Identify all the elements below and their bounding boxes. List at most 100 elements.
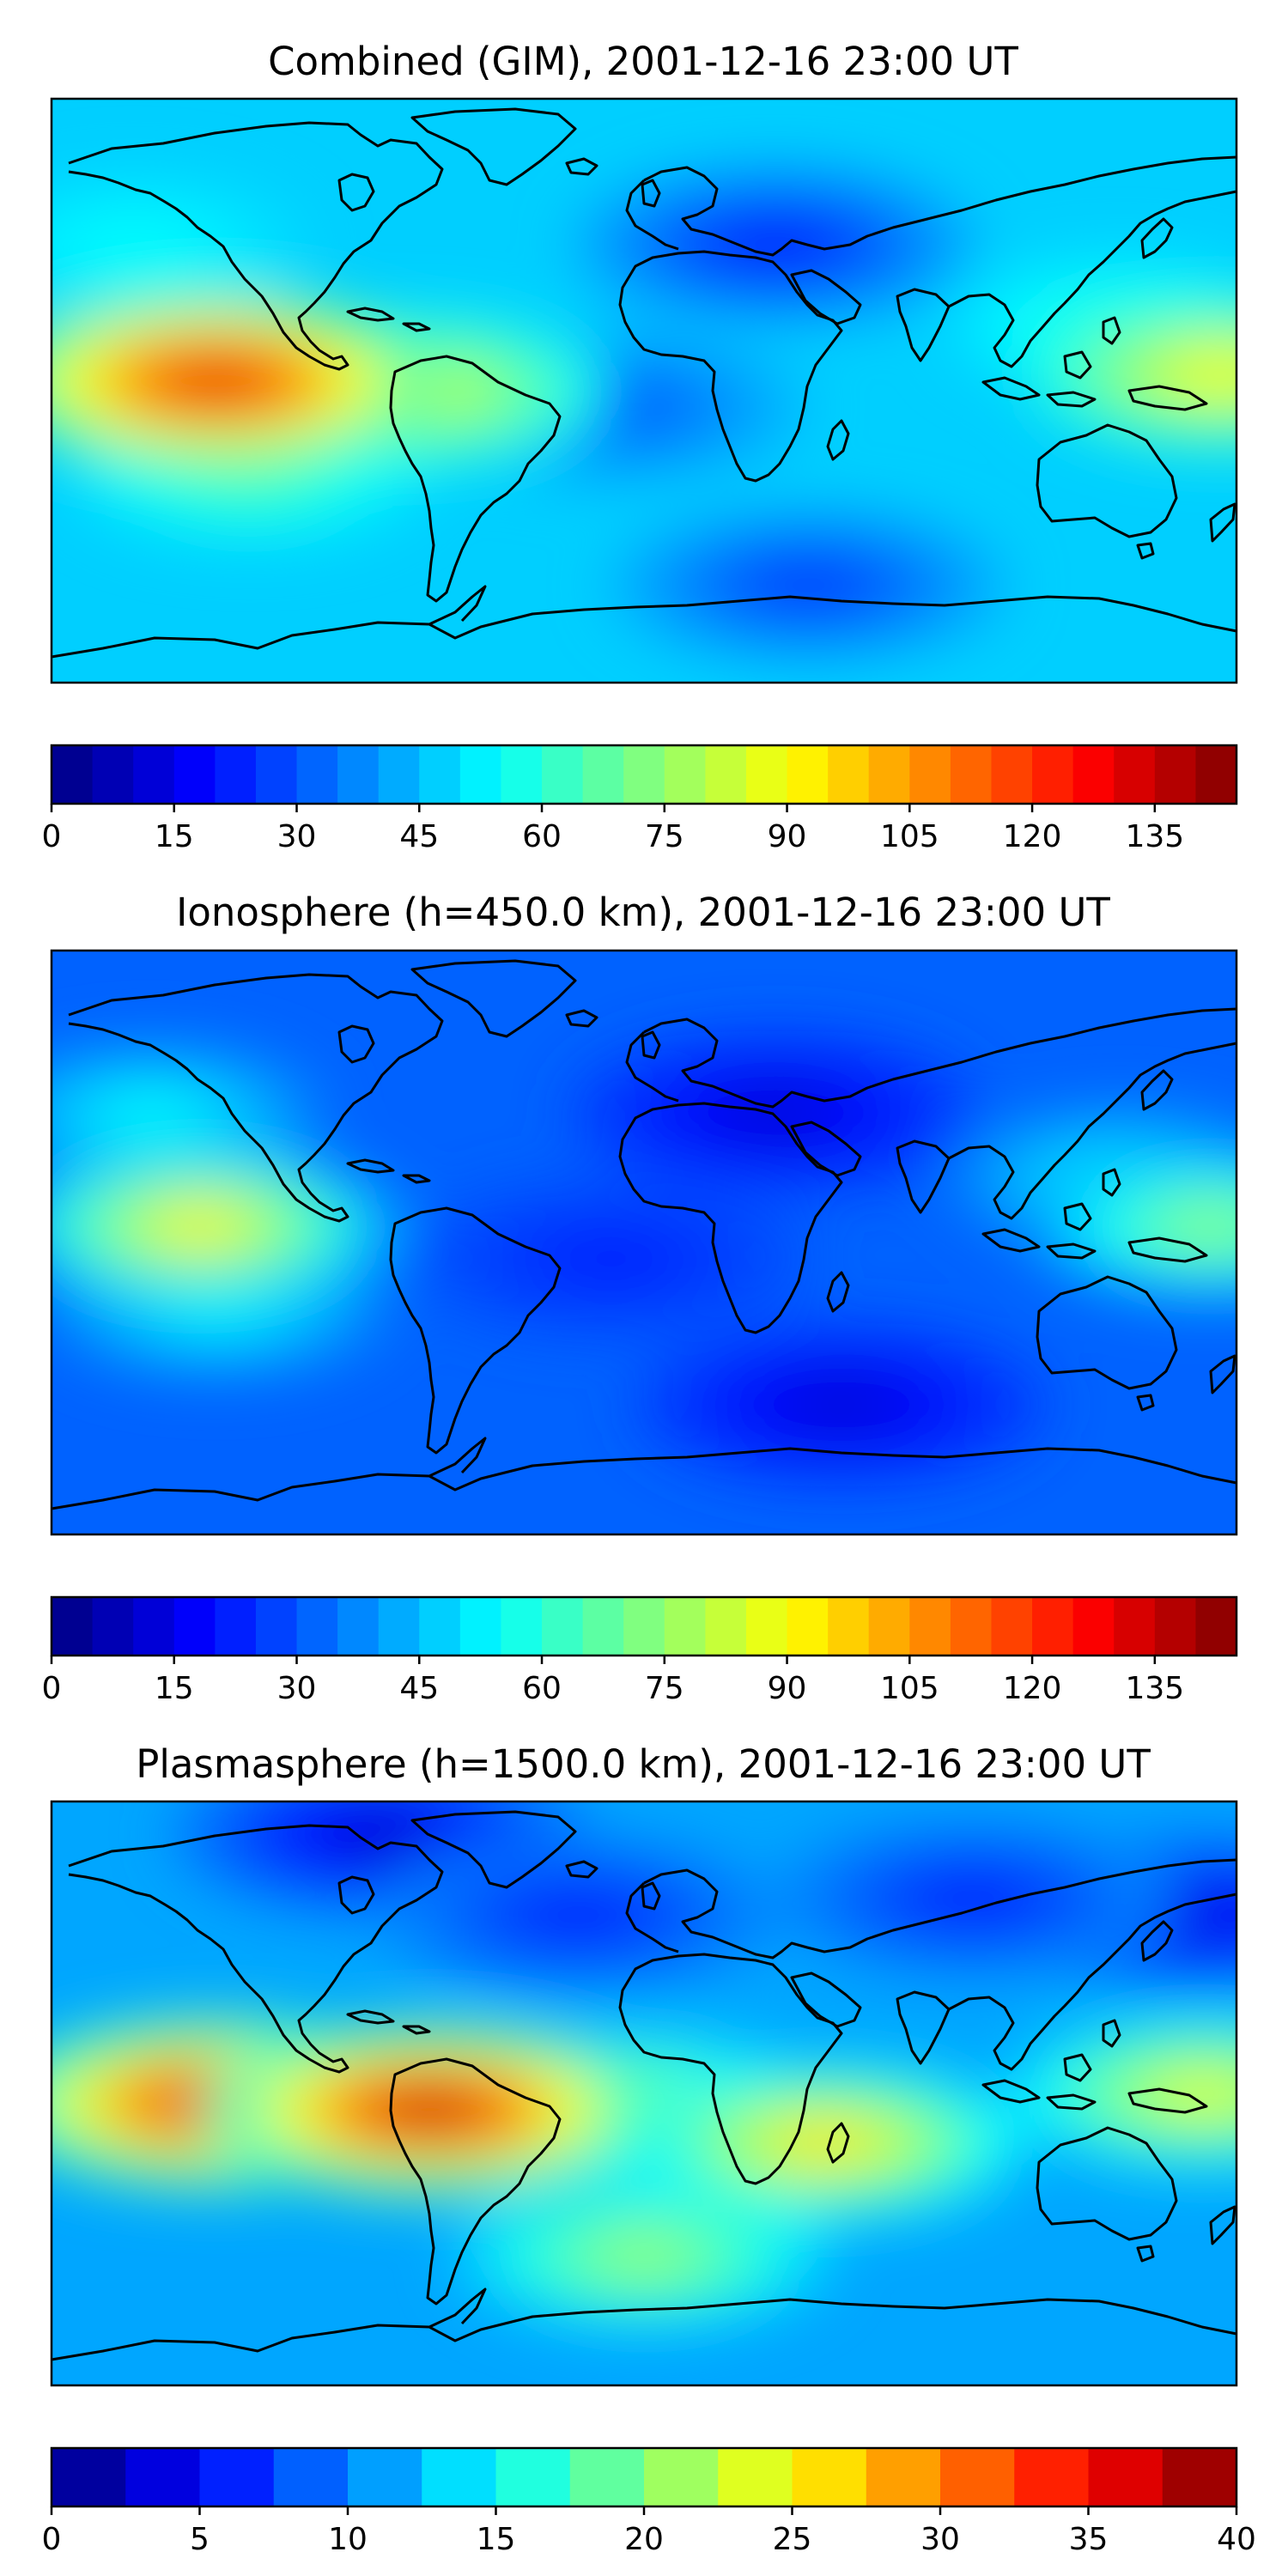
tec-field-ionosphere	[52, 951, 1236, 1534]
colorbar-tick-label: 45	[399, 819, 439, 854]
colorbar-tick-label: 25	[773, 2522, 812, 2557]
panel-plasmasphere: Plasmasphere (h=1500.0 km), 2001-12-16 2…	[42, 1741, 1256, 2557]
panel-ionosphere: Ionosphere (h=450.0 km), 2001-12-16 23:0…	[42, 890, 1238, 1706]
colorbar-segment	[582, 745, 624, 804]
colorbar-segment	[940, 2448, 1015, 2506]
colorbar-segment	[664, 1597, 706, 1656]
colorbar-frame	[50, 744, 1238, 805]
colorbar-segment	[215, 1597, 257, 1656]
colorbar-segment	[582, 1597, 624, 1656]
panel-combined: Combined (GIM), 2001-12-16 23:00 UT 0 15 3…	[42, 39, 1238, 854]
colorbar-segment	[705, 1597, 747, 1656]
colorbar-segment	[296, 1597, 338, 1656]
colorbar-tick-label: 60	[522, 819, 562, 854]
colorbar-tick-label: 90	[768, 819, 807, 854]
colorbar-segment	[1032, 1597, 1074, 1656]
colorbar-frame	[50, 1595, 1238, 1657]
colorbar-segment	[133, 1597, 175, 1656]
colorbar-tick-label: 15	[155, 819, 194, 854]
colorbar-segment	[501, 1597, 543, 1656]
colorbar-segment	[52, 2448, 126, 2506]
colorbar-segment	[125, 2448, 200, 2506]
colorbar-segment	[459, 1597, 501, 1656]
colorbar-segment	[422, 2448, 496, 2506]
colorbar-segment	[92, 1597, 134, 1656]
field-contour-pacific-equatorial-max	[157, 358, 275, 404]
colorbar-segment	[348, 2448, 422, 2506]
colorbar-segment	[337, 745, 380, 804]
colorbar-segment	[199, 2448, 275, 2506]
field-contour-atlantic-low	[559, 1238, 663, 1279]
colorbar-segment	[378, 745, 420, 804]
colorbar-segment	[950, 1597, 992, 1656]
colorbar-combined: 0 15 30 45 60 75 90 105 120 135	[42, 744, 1238, 854]
field-contour-siberia-low	[920, 1878, 1025, 1919]
colorbar-segment	[337, 1597, 380, 1656]
colorbar-segment	[664, 745, 706, 804]
colorbar-segment	[569, 2448, 645, 2506]
panel-title-ionosphere: Ionosphere (h=450.0 km), 2001-12-16 23:0…	[176, 890, 1110, 935]
colorbar-tick-label: 135	[1125, 819, 1184, 854]
field-contour-northern-hemisphere-low	[723, 224, 829, 265]
colorbar-segment	[1014, 2448, 1089, 2506]
colorbar-tick-label: 30	[277, 819, 317, 854]
colorbar-segment	[909, 745, 951, 804]
colorbar-segment	[868, 745, 910, 804]
colorbar-segment	[419, 1597, 461, 1656]
colorbar-segment	[644, 2448, 719, 2506]
colorbar-ionosphere: 0 15 30 45 60 75 90 105 120 135	[42, 1595, 1238, 1706]
colorbar-segment	[1195, 1597, 1237, 1656]
colorbar-tick-label: 120	[1003, 819, 1062, 854]
colorbar-tick-label: 20	[624, 2522, 664, 2557]
colorbar-tick-label: 90	[768, 1671, 807, 1706]
colorbar-segment	[787, 745, 829, 804]
colorbar-segment	[459, 745, 501, 804]
colorbar-tick-label: 135	[1125, 1671, 1184, 1706]
colorbar-segment	[828, 1597, 870, 1656]
colorbar-segment	[173, 745, 216, 804]
colorbar-segment	[787, 1597, 829, 1656]
colorbar-segment	[542, 745, 584, 804]
colorbar-segment	[296, 745, 338, 804]
colorbar-segment	[1088, 2448, 1163, 2506]
field-contour-east-edge-band	[1152, 2073, 1236, 2114]
colorbar-segment	[419, 745, 461, 804]
colorbar-tick-label: 105	[880, 1671, 939, 1706]
colorbar-tick-label: 0	[42, 819, 62, 854]
colorbar-segment	[52, 745, 94, 804]
field-contour-south-america-max	[370, 2087, 489, 2133]
colorbar-segment	[623, 1597, 665, 1656]
colorbar-tick-label: 10	[328, 2522, 368, 2557]
colorbar-segment	[1114, 745, 1156, 804]
map-frame-plasmasphere	[50, 1800, 1238, 2387]
colorbar-segment	[866, 2448, 941, 2506]
field-contour-east-edge-max	[1162, 1206, 1236, 1246]
field-contour-east-edge-max	[1169, 354, 1236, 395]
colorbar-segment	[705, 745, 747, 804]
colorbar-segment	[501, 745, 543, 804]
colorbar-segment	[1032, 745, 1074, 804]
colorbar-segment	[92, 745, 134, 804]
colorbar-tick-label: 0	[42, 2522, 62, 2557]
colorbar-segment	[1072, 745, 1115, 804]
colorbar-tick-label: 15	[477, 2522, 516, 2557]
colorbar-tick-label: 45	[399, 1671, 439, 1706]
panel-title-plasmasphere: Plasmasphere (h=1500.0 km), 2001-12-16 2…	[136, 1741, 1151, 1787]
colorbar-segment	[255, 745, 298, 804]
field-contour-indian-ocean-band	[773, 2122, 878, 2163]
colorbar-segment	[173, 1597, 216, 1656]
map-frame-combined	[50, 97, 1238, 684]
colorbar-tick-label: 60	[522, 1671, 562, 1706]
colorbar-tick-label: 75	[645, 1671, 684, 1706]
field-contour-pacific-equatorial-max	[148, 1206, 252, 1247]
colorbar-segment	[495, 2448, 571, 2506]
colorbar-tick-label: 35	[1069, 2522, 1109, 2557]
colorbar-tick-label: 105	[880, 819, 939, 854]
panel-title-combined: Combined (GIM), 2001-12-16 23:00 UT	[268, 39, 1018, 84]
colorbar-segment	[1154, 1597, 1196, 1656]
colorbar-segment	[273, 2448, 349, 2506]
colorbar-segment	[991, 745, 1033, 804]
colorbar-tick-label: 75	[645, 819, 684, 854]
colorbar-tick-label: 30	[277, 1671, 317, 1706]
